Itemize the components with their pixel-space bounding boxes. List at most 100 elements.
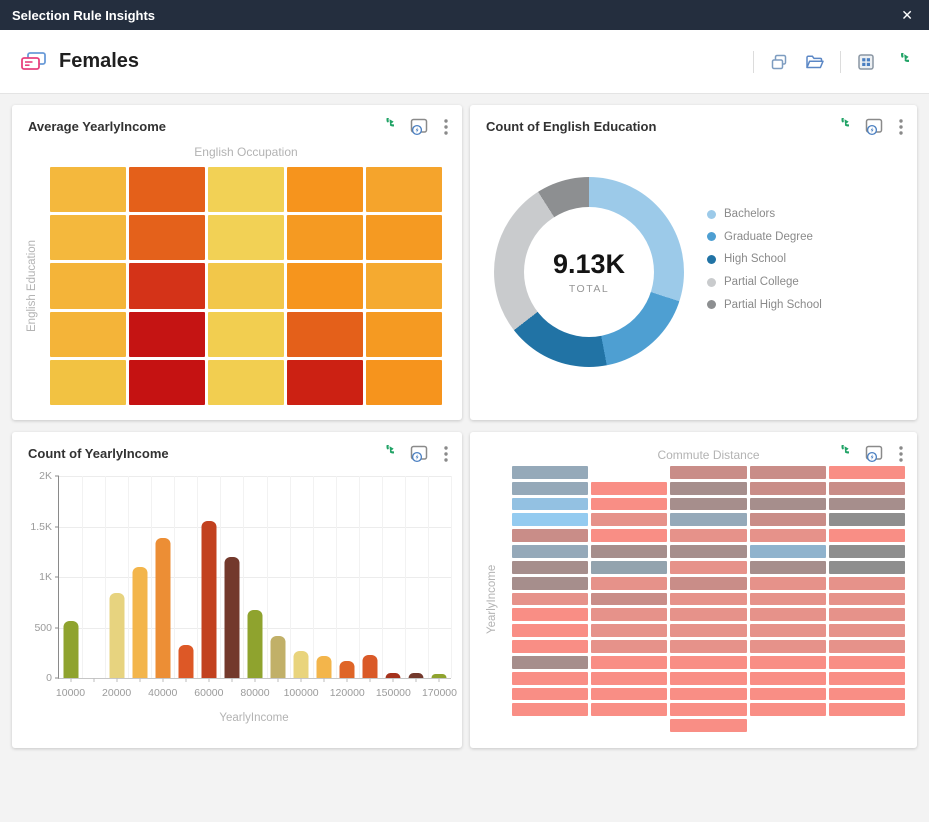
mosaic-cell[interactable] bbox=[591, 560, 668, 574]
mosaic-cell[interactable] bbox=[512, 466, 589, 479]
heatmap-cell[interactable] bbox=[366, 167, 442, 213]
mosaic-cell[interactable] bbox=[591, 687, 668, 701]
heatmap-cell[interactable] bbox=[208, 311, 284, 357]
mosaic-cell[interactable] bbox=[670, 719, 747, 732]
bar[interactable] bbox=[155, 537, 171, 678]
refresh-icon[interactable] bbox=[377, 118, 394, 135]
mosaic-cell[interactable] bbox=[749, 624, 826, 638]
heatmap-cell[interactable] bbox=[287, 311, 363, 357]
mosaic-cell[interactable] bbox=[591, 545, 668, 558]
heatmap-cell[interactable] bbox=[129, 311, 205, 357]
mosaic-cell[interactable] bbox=[749, 608, 826, 622]
mosaic-cell[interactable] bbox=[670, 576, 747, 590]
mosaic-cell[interactable] bbox=[670, 687, 747, 701]
heatmap-cell[interactable] bbox=[366, 359, 442, 405]
mosaic-cell[interactable] bbox=[828, 608, 905, 622]
mosaic-cell[interactable] bbox=[591, 497, 668, 511]
smart-card-icon[interactable] bbox=[864, 117, 884, 136]
bar[interactable] bbox=[408, 673, 424, 678]
mosaic-cell[interactable] bbox=[749, 560, 826, 574]
mosaic-cell[interactable] bbox=[591, 624, 668, 638]
mosaic-cell[interactable] bbox=[828, 624, 905, 638]
mosaic-cell[interactable] bbox=[828, 703, 905, 717]
mosaic-cell[interactable] bbox=[670, 592, 747, 606]
mosaic-cell[interactable] bbox=[828, 671, 905, 685]
mosaic-cell[interactable] bbox=[670, 466, 747, 479]
mosaic-cell[interactable] bbox=[591, 608, 668, 622]
legend-item[interactable]: High School bbox=[707, 248, 822, 271]
bar[interactable] bbox=[247, 610, 263, 678]
mosaic-cell[interactable] bbox=[749, 703, 826, 717]
mosaic-cell[interactable] bbox=[749, 687, 826, 701]
legend-item[interactable]: Graduate Degree bbox=[707, 226, 822, 249]
mosaic-cell[interactable] bbox=[828, 655, 905, 669]
mosaic-cell[interactable] bbox=[828, 481, 905, 495]
mosaic-cell[interactable] bbox=[828, 640, 905, 653]
mosaic-cell[interactable] bbox=[591, 655, 668, 669]
heatmap-cell[interactable] bbox=[208, 359, 284, 405]
heatmap-cell[interactable] bbox=[287, 215, 363, 261]
mosaic-cell[interactable] bbox=[828, 545, 905, 558]
mosaic-cell[interactable] bbox=[670, 529, 747, 543]
heatmap-cell[interactable] bbox=[208, 167, 284, 213]
mosaic-cell[interactable] bbox=[828, 466, 905, 479]
bar[interactable] bbox=[109, 593, 125, 678]
mosaic-cell[interactable] bbox=[670, 497, 747, 511]
open-folder-icon[interactable] bbox=[804, 52, 825, 72]
bar[interactable] bbox=[316, 655, 332, 678]
heatmap-cell[interactable] bbox=[287, 167, 363, 213]
mosaic-cell[interactable] bbox=[512, 545, 589, 558]
mosaic-cell[interactable] bbox=[670, 545, 747, 558]
mosaic-cell[interactable] bbox=[670, 671, 747, 685]
mosaic-cell[interactable] bbox=[749, 481, 826, 495]
mosaic-cell[interactable] bbox=[749, 655, 826, 669]
refresh-icon[interactable] bbox=[377, 445, 394, 462]
bar[interactable] bbox=[270, 636, 286, 678]
mosaic-cell[interactable] bbox=[828, 497, 905, 511]
mosaic-cell[interactable] bbox=[512, 624, 589, 638]
mosaic-cell[interactable] bbox=[591, 513, 668, 527]
refresh-icon[interactable] bbox=[832, 445, 849, 462]
mosaic-cell[interactable] bbox=[512, 703, 589, 717]
mosaic-cell[interactable] bbox=[749, 576, 826, 590]
mosaic-cell[interactable] bbox=[749, 466, 826, 479]
heatmap-cell[interactable] bbox=[208, 263, 284, 309]
smart-card-icon[interactable] bbox=[409, 117, 429, 136]
mosaic-cell[interactable] bbox=[670, 481, 747, 495]
refresh-icon[interactable] bbox=[832, 118, 849, 135]
heatmap-cell[interactable] bbox=[366, 311, 442, 357]
kebab-menu-icon[interactable] bbox=[899, 118, 903, 135]
legend-item[interactable]: Bachelors bbox=[707, 203, 822, 226]
mosaic-cell[interactable] bbox=[591, 703, 668, 717]
mosaic-cell[interactable] bbox=[512, 640, 589, 653]
heatmap-cell[interactable] bbox=[129, 359, 205, 405]
mosaic-cell[interactable] bbox=[828, 576, 905, 590]
mosaic-cell[interactable] bbox=[591, 671, 668, 685]
mosaic-cell[interactable] bbox=[512, 513, 589, 527]
mosaic-cell[interactable] bbox=[512, 560, 589, 574]
kebab-menu-icon[interactable] bbox=[444, 118, 448, 135]
mosaic-cell[interactable] bbox=[512, 671, 589, 685]
bar[interactable] bbox=[201, 521, 217, 678]
mosaic-cell[interactable] bbox=[749, 529, 826, 543]
mosaic-cell[interactable] bbox=[591, 481, 668, 495]
heatmap-cell[interactable] bbox=[50, 263, 126, 309]
legend-item[interactable]: Partial High School bbox=[707, 293, 822, 316]
mosaic-cell[interactable] bbox=[828, 592, 905, 606]
heatmap-cell[interactable] bbox=[129, 263, 205, 309]
mosaic-cell[interactable] bbox=[591, 640, 668, 653]
heatmap-cell[interactable] bbox=[287, 359, 363, 405]
mosaic-cell[interactable] bbox=[512, 655, 589, 669]
mosaic-cell[interactable] bbox=[512, 576, 589, 590]
mosaic-cell[interactable] bbox=[828, 513, 905, 527]
mosaic-cell[interactable] bbox=[512, 608, 589, 622]
heatmap-cell[interactable] bbox=[287, 263, 363, 309]
mosaic-cell[interactable] bbox=[512, 687, 589, 701]
mosaic-cell[interactable] bbox=[512, 497, 589, 511]
mosaic-cell[interactable] bbox=[670, 608, 747, 622]
heatmap-cell[interactable] bbox=[366, 215, 442, 261]
bar[interactable] bbox=[362, 654, 378, 678]
mosaic-cell[interactable] bbox=[828, 687, 905, 701]
legend-item[interactable]: Partial College bbox=[707, 271, 822, 294]
heatmap-cell[interactable] bbox=[366, 263, 442, 309]
